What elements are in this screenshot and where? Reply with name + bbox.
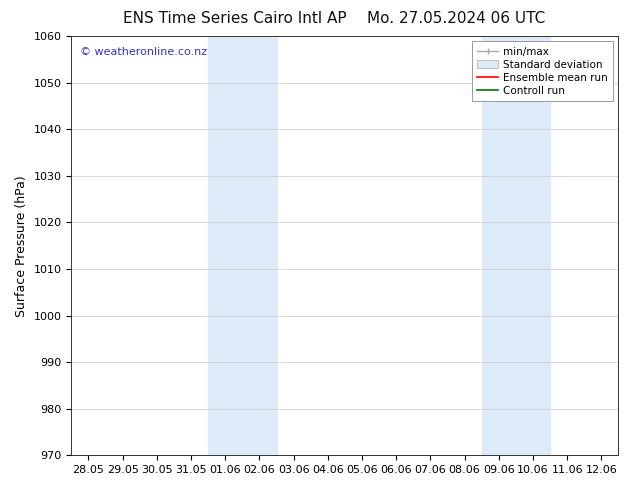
Text: ENS Time Series Cairo Intl AP: ENS Time Series Cairo Intl AP <box>123 11 346 26</box>
Y-axis label: Surface Pressure (hPa): Surface Pressure (hPa) <box>15 175 28 317</box>
Legend: min/max, Standard deviation, Ensemble mean run, Controll run: min/max, Standard deviation, Ensemble me… <box>472 41 613 101</box>
Text: © weatheronline.co.nz: © weatheronline.co.nz <box>80 47 207 57</box>
Bar <box>482 36 550 455</box>
Bar <box>208 36 276 455</box>
Text: Mo. 27.05.2024 06 UTC: Mo. 27.05.2024 06 UTC <box>367 11 546 26</box>
